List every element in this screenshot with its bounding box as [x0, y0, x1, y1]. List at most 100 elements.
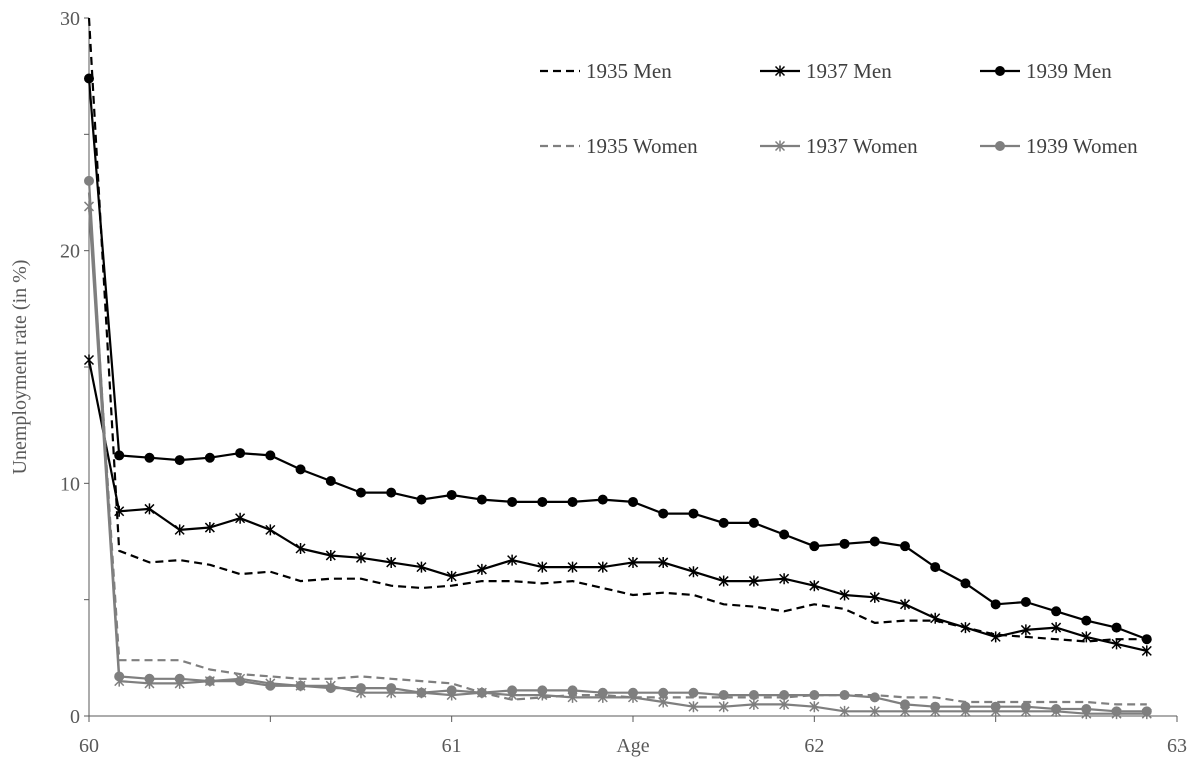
data-point — [236, 449, 245, 458]
data-point — [568, 497, 577, 506]
legend-label: 1937 Women — [806, 134, 918, 158]
legend-item-1937-women: 1937 Women — [760, 134, 918, 158]
data-point — [1021, 597, 1030, 606]
data-point — [840, 539, 849, 548]
data-point — [508, 686, 517, 695]
data-point — [931, 563, 940, 572]
data-point — [1112, 707, 1121, 716]
data-point — [477, 688, 486, 697]
data-point — [1052, 607, 1061, 616]
data-point — [598, 688, 607, 697]
series-layer — [85, 18, 1152, 719]
y-tick-label: 0 — [70, 706, 80, 728]
data-point — [538, 497, 547, 506]
data-point — [629, 497, 638, 506]
data-point — [870, 693, 879, 702]
data-point — [357, 488, 366, 497]
data-point — [538, 686, 547, 695]
data-point — [447, 686, 456, 695]
data-point — [447, 490, 456, 499]
data-point — [780, 691, 789, 700]
data-point — [840, 691, 849, 700]
data-point — [357, 684, 366, 693]
data-point — [659, 509, 668, 518]
legend-item-1939-women: 1939 Women — [980, 134, 1138, 158]
legend-label: 1935 Men — [586, 59, 672, 83]
data-point — [749, 691, 758, 700]
axes: 0 10 20 30 60 61 62 63 Age Unemployment rate (… — [9, 8, 1187, 757]
legend-item-1935-men: 1935 Men — [540, 59, 672, 83]
x-tick-label: 63 — [1167, 735, 1187, 757]
data-point — [1082, 705, 1091, 714]
data-point — [749, 518, 758, 527]
series-1937-men — [85, 355, 1152, 657]
data-point — [115, 451, 124, 460]
data-point — [719, 518, 728, 527]
series-line-1939-men — [89, 79, 1147, 640]
y-axis-title: Unemployment rate (in %) — [9, 260, 31, 475]
data-point — [266, 681, 275, 690]
data-point — [1142, 635, 1151, 644]
x-tick-label: 60 — [79, 735, 99, 757]
data-point — [659, 688, 668, 697]
data-point — [296, 465, 305, 474]
data-point — [115, 672, 124, 681]
legend-label: 1939 Women — [1026, 134, 1138, 158]
data-point — [85, 74, 94, 83]
data-point — [266, 451, 275, 460]
data-point — [1112, 623, 1121, 632]
y-axis-ticks: 0 10 20 30 — [60, 8, 89, 728]
data-point — [1021, 702, 1030, 711]
data-point — [477, 495, 486, 504]
data-point — [689, 688, 698, 697]
x-tick-label: 61 — [442, 735, 462, 757]
data-point — [931, 702, 940, 711]
data-point — [85, 355, 94, 366]
data-point — [780, 530, 789, 539]
data-point — [1052, 705, 1061, 714]
data-point — [1082, 616, 1091, 625]
x-tick-label: 62 — [804, 735, 824, 757]
y-tick-label: 30 — [60, 8, 80, 30]
series-line-1937-men — [89, 360, 1147, 651]
legend: 1935 Men 1937 Men 1939 Men 1935 Women 1937 W… — [540, 59, 1138, 158]
legend-label: 1937 Men — [806, 59, 892, 83]
y-tick-label: 10 — [60, 473, 80, 495]
legend-item-1935-women: 1935 Women — [540, 134, 698, 158]
data-point — [568, 686, 577, 695]
data-point — [901, 542, 910, 551]
data-point — [1142, 707, 1151, 716]
x-axis-title: Age — [616, 735, 649, 757]
data-point — [205, 677, 214, 686]
data-point — [236, 677, 245, 686]
legend-marker — [996, 142, 1005, 151]
data-point — [85, 201, 94, 212]
data-point — [810, 542, 819, 551]
data-point — [508, 497, 517, 506]
data-point — [387, 684, 396, 693]
data-point — [145, 453, 154, 462]
data-point — [326, 477, 335, 486]
data-point — [719, 691, 728, 700]
series-line-1935-men — [89, 18, 1147, 642]
data-point — [689, 509, 698, 518]
series-line-1935-women — [89, 193, 1147, 705]
legend-marker — [996, 67, 1005, 76]
legend-item-1937-men: 1937 Men — [760, 59, 892, 83]
data-point — [961, 702, 970, 711]
data-point — [810, 691, 819, 700]
data-point — [629, 688, 638, 697]
series-1935-women — [89, 193, 1147, 705]
data-point — [991, 600, 1000, 609]
data-point — [598, 495, 607, 504]
data-point — [901, 700, 910, 709]
data-point — [145, 674, 154, 683]
series-1939-men — [85, 74, 1152, 644]
data-point — [870, 537, 879, 546]
data-point — [85, 176, 94, 185]
legend-label: 1939 Men — [1026, 59, 1112, 83]
data-point — [175, 674, 184, 683]
series-1935-men — [89, 18, 1147, 642]
data-point — [417, 495, 426, 504]
